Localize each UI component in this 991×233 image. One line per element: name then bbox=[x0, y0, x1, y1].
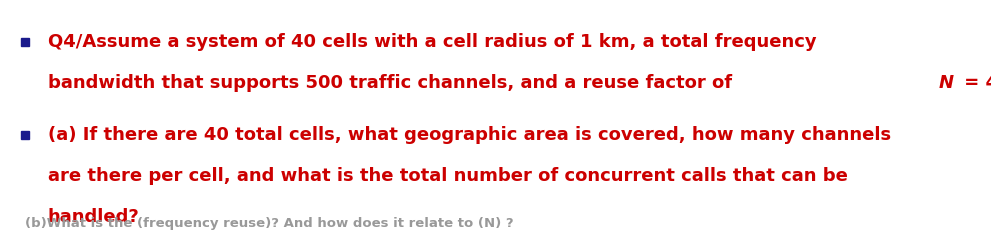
Text: bandwidth that supports 500 traffic channels, and a reuse factor of: bandwidth that supports 500 traffic chan… bbox=[48, 74, 738, 92]
Text: (b)What is the (frequency reuse)? And how does it relate to (N) ?: (b)What is the (frequency reuse)? And ho… bbox=[25, 217, 513, 230]
Text: (a) If there are 40 total cells, what geographic area is covered, how many chann: (a) If there are 40 total cells, what ge… bbox=[48, 126, 891, 144]
Text: Q4/Assume a system of 40 cells with a cell radius of 1 km, a total frequency: Q4/Assume a system of 40 cells with a ce… bbox=[48, 33, 817, 51]
Text: = 4.: = 4. bbox=[958, 74, 991, 92]
Text: are there per cell, and what is the total number of concurrent calls that can be: are there per cell, and what is the tota… bbox=[48, 167, 847, 185]
Text: handled?: handled? bbox=[48, 208, 140, 226]
Text: N: N bbox=[938, 74, 953, 92]
